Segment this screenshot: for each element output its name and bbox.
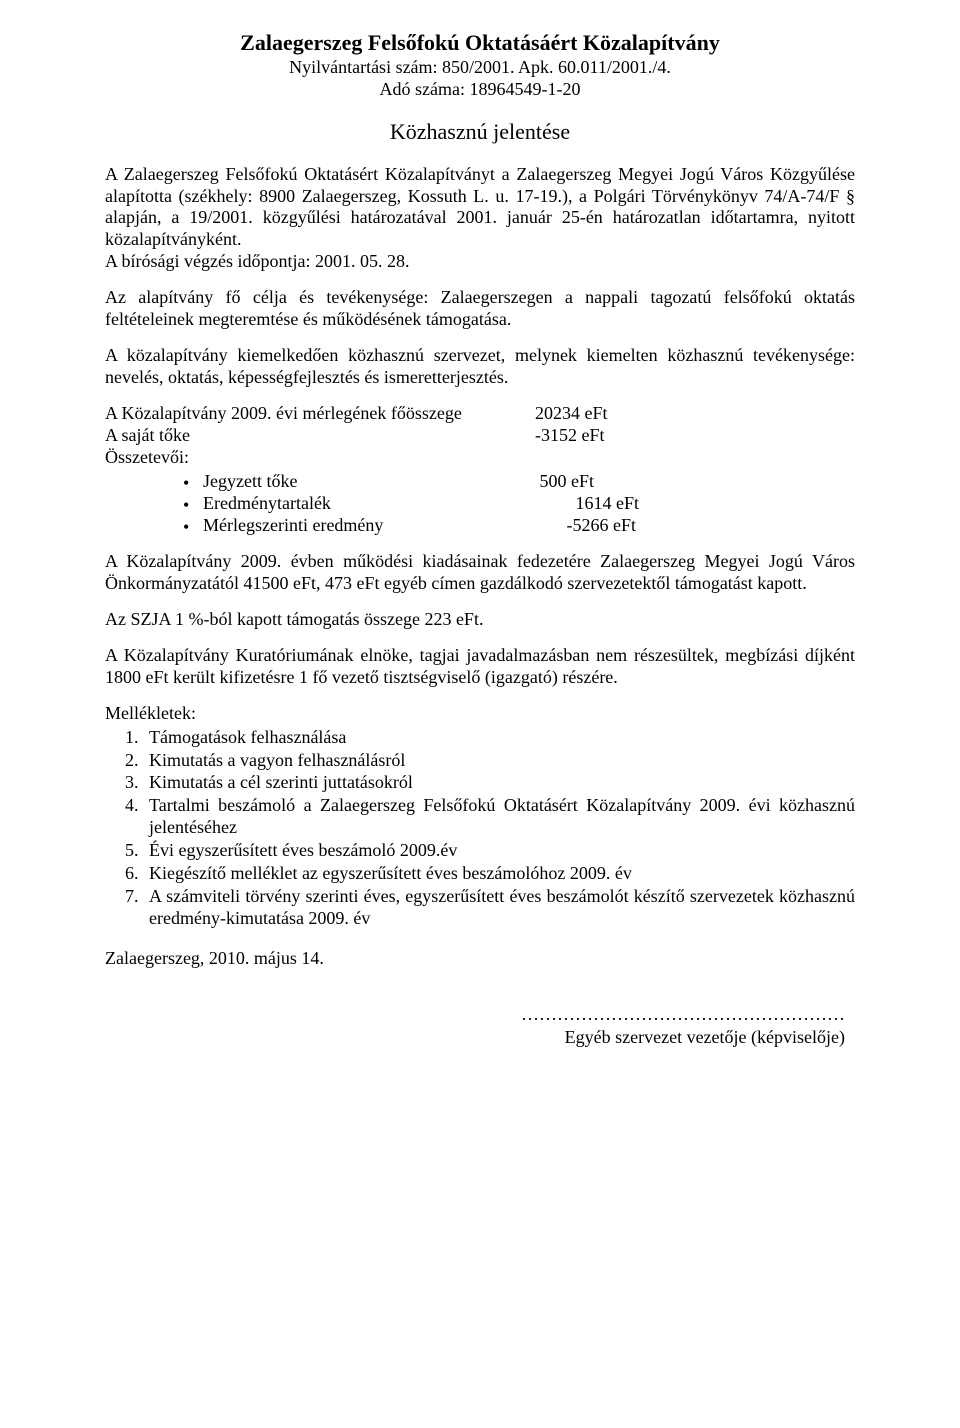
list-item: Kimutatás a cél szerinti juttatásokról	[143, 772, 855, 794]
list-item: • Mérlegszerinti eredmény -5266 eFt	[203, 515, 855, 537]
bullet-icon: •	[183, 517, 189, 539]
list-item: Támogatások felhasználása	[143, 727, 855, 749]
document-page: Zalaegerszeg Felsőfokú Oktatásáért Közal…	[0, 0, 960, 1428]
paragraph-founding: A Zalaegerszeg Felsőfokú Oktatásért Köza…	[105, 164, 855, 274]
balance-value: 20234 eFt	[535, 403, 855, 425]
registration-number: Nyilvántartási szám: 850/2001. Apk. 60.0…	[105, 57, 855, 79]
paragraph-funding: A Közalapítvány 2009. évben működési kia…	[105, 551, 855, 595]
list-item: Tartalmi beszámoló a Zalaegerszeg Felsőf…	[143, 795, 855, 839]
paragraph-founding-text: A Zalaegerszeg Felsőfokú Oktatásért Köza…	[105, 164, 855, 250]
financial-block: A Közalapítvány 2009. évi mérlegének főö…	[105, 403, 855, 537]
paragraph-purpose: Az alapítvány fő célja és tevékenysége: …	[105, 287, 855, 331]
list-item: • Jegyzett tőke 500 eFt	[203, 471, 855, 493]
paragraph-status: A közalapítvány kiemelkedően közhasznú s…	[105, 345, 855, 389]
paragraph-board: A Közalapítvány Kuratóriumának elnöke, t…	[105, 645, 855, 689]
bullet-icon: •	[183, 473, 189, 495]
item-label: Eredménytartalék	[203, 493, 535, 515]
item-value: -5266 eFt	[535, 515, 855, 537]
item-label: Mérlegszerinti eredmény	[203, 515, 535, 537]
list-item: A számviteli törvény szerinti éves, egys…	[143, 886, 855, 930]
item-value: 1614 eFt	[535, 493, 855, 515]
org-title: Zalaegerszeg Felsőfokú Oktatásáért Közal…	[105, 30, 855, 57]
list-item: Évi egyszerűsített éves beszámoló 2009.é…	[143, 840, 855, 862]
bullet-icon: •	[183, 495, 189, 517]
attachments-heading: Mellékletek:	[105, 703, 855, 725]
document-date: Zalaegerszeg, 2010. május 14.	[105, 948, 855, 970]
item-value: 500 eFt	[535, 471, 855, 493]
balance-row: A Közalapítvány 2009. évi mérlegének főö…	[105, 403, 855, 425]
paragraph-szja: Az SZJA 1 %-ból kapott támogatás összege…	[105, 609, 855, 631]
components-label: Összetevői:	[105, 447, 855, 469]
equity-label: A saját tőke	[105, 425, 535, 447]
paragraph-court-date: A bírósági végzés időpontja: 2001. 05. 2…	[105, 251, 409, 271]
signature-block: ……………………………………………… Egyéb szervezet vezet…	[105, 1004, 855, 1049]
report-title: Közhasznú jelentése	[105, 119, 855, 146]
attachments-list: Támogatások felhasználása Kimutatás a va…	[105, 727, 855, 931]
item-label: Jegyzett tőke	[203, 471, 535, 493]
list-item: Kiegészítő melléklet az egyszerűsített é…	[143, 863, 855, 885]
signature-label: Egyéb szervezet vezetője (képviselője)	[105, 1027, 845, 1049]
equity-row: A saját tőke -3152 eFt	[105, 425, 855, 447]
signature-line: ………………………………………………	[105, 1004, 845, 1026]
equity-value: -3152 eFt	[535, 425, 855, 447]
tax-number: Adó száma: 18964549-1-20	[105, 79, 855, 101]
balance-label: A Közalapítvány 2009. évi mérlegének főö…	[105, 403, 535, 425]
list-item: • Eredménytartalék 1614 eFt	[203, 493, 855, 515]
list-item: Kimutatás a vagyon felhasználásról	[143, 750, 855, 772]
components-list: • Jegyzett tőke 500 eFt • Eredménytartal…	[105, 471, 855, 537]
